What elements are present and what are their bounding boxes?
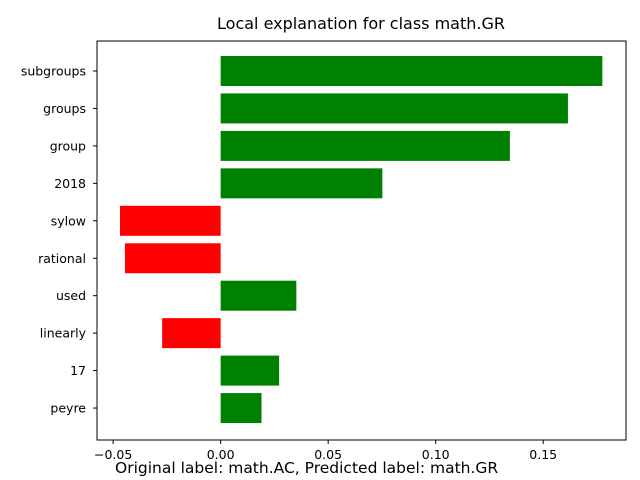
x-tick-label: 0.00 [207, 447, 235, 462]
y-tick-label: sylow [51, 213, 86, 228]
y-axis-ticks: subgroups groups group 2018 sylow rational use… [21, 64, 97, 416]
bar-2018 [220, 168, 383, 199]
x-tick-label: 0.05 [314, 447, 342, 462]
bar-rational [124, 243, 221, 274]
bar-sylow [120, 205, 221, 236]
bar-group [220, 130, 510, 161]
y-tick-label: 17 [70, 363, 86, 378]
x-tick-label: 0.10 [422, 447, 450, 462]
bar-linearly [162, 318, 221, 349]
chart-title: Local explanation for class math.GR [217, 14, 505, 33]
y-tick-label: used [56, 288, 86, 303]
bar-subgroups [220, 56, 603, 86]
plot-frame [96, 40, 627, 441]
bar-peyre [220, 393, 262, 424]
y-tick-label: 2018 [54, 176, 86, 191]
y-tick-label: rational [38, 251, 86, 266]
x-tick-label: −0.05 [94, 447, 132, 462]
bar-17 [220, 355, 280, 386]
bar-used [220, 280, 297, 311]
x-axis-ticks: −0.05 0.00 0.05 0.10 0.15 [94, 440, 557, 462]
y-tick-label: groups [43, 101, 86, 116]
x-tick-label: 0.15 [529, 447, 557, 462]
bar-groups [220, 93, 568, 124]
y-tick-label: group [50, 138, 86, 153]
y-tick-label: peyre [50, 401, 86, 416]
y-tick-label: subgroups [21, 64, 86, 79]
y-tick-label: linearly [40, 326, 87, 341]
bars-group [120, 56, 603, 424]
prediction-caption: Original label: math.AC, Predicted label… [115, 459, 499, 477]
